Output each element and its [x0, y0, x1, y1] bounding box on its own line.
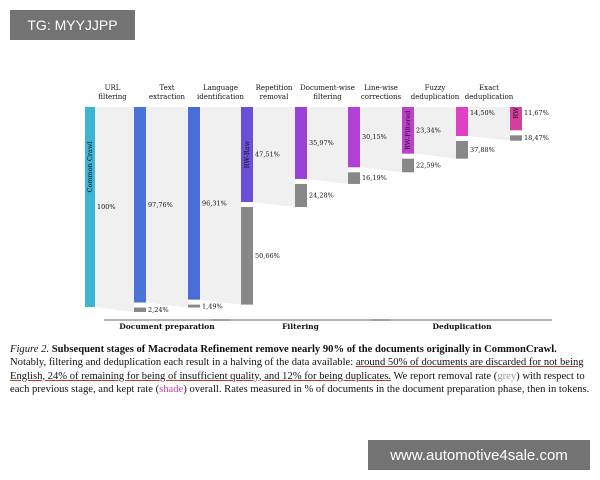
- removed-label: 2,24%: [148, 306, 169, 314]
- kept-label: 11,67%: [524, 109, 549, 117]
- kept-label: 14,50%: [470, 109, 495, 117]
- caption-text: ) overall. Rates measured in % of docume…: [183, 383, 590, 395]
- kept-label: 35,97%: [309, 139, 334, 147]
- stage-header: Fuzzy deduplication: [411, 84, 460, 101]
- caption: Figure 2. Subsequent stages of Macrodata…: [10, 343, 592, 396]
- removed-bar: [295, 183, 307, 208]
- removed-bar: [241, 207, 253, 305]
- kept-bar: [402, 107, 414, 154]
- stage-header: Language identification: [197, 84, 244, 101]
- caption-text: We report removal rate (: [391, 370, 498, 382]
- caption-title: Subsequent stages of Macrodata Refinemen…: [49, 344, 557, 355]
- removed-label: 16,19%: [362, 174, 387, 182]
- kept-bar: [456, 107, 468, 136]
- kept-label: 23,34%: [416, 126, 441, 134]
- removed-label: 22,59%: [416, 161, 441, 169]
- caption-highlight: around 50% of documents are discarded fo…: [10, 357, 584, 382]
- caption-keyword: grey: [497, 370, 517, 382]
- stage-header: Text extraction: [149, 84, 186, 101]
- flow: [95, 107, 134, 312]
- kept-bar: [510, 107, 522, 131]
- bar-name: RW-Raw: [243, 140, 251, 168]
- kept-label: 96,31%: [202, 199, 227, 207]
- bar-name: Common Crawl: [86, 142, 94, 193]
- kept-bar: [241, 107, 253, 203]
- watermark: TG: MYYJJPP: [10, 10, 135, 40]
- flow: [468, 107, 510, 141]
- removed-label: 18,47%: [524, 134, 549, 142]
- kept-bar: [295, 107, 307, 179]
- kept-label: 97,76%: [148, 201, 173, 209]
- flow: [307, 107, 348, 184]
- group-label: Deduplication: [432, 322, 492, 331]
- figure: 100% Common Crawl 97,76% 2,24% 96,31% 1,49% 47…: [85, 84, 552, 331]
- stage-header: URL filtering: [98, 84, 127, 101]
- caption-keyword: shade: [159, 383, 184, 395]
- flow: [146, 107, 188, 308]
- removed-bar: [348, 172, 360, 184]
- flow: [253, 107, 295, 208]
- kept-label: 47,51%: [255, 151, 280, 159]
- flow: [200, 107, 241, 305]
- removed-bar: [188, 304, 200, 308]
- removed-label: 1,49%: [202, 303, 223, 311]
- caption-label: Figure 2.: [10, 344, 50, 355]
- flow: [414, 107, 456, 159]
- stage-header: Exact deduplication: [465, 84, 514, 101]
- stage-header: Line-wise corrections: [361, 84, 402, 101]
- kept-bar: [348, 107, 360, 168]
- watermark: www.automotive4sale.com: [368, 440, 590, 470]
- removed-label: 50,66%: [255, 252, 280, 260]
- stage-header: Repetition removal: [256, 84, 293, 101]
- kept-bar: [85, 107, 95, 307]
- kept-bar: [134, 107, 146, 303]
- flow: [360, 107, 402, 173]
- stage-header: Document-wise filtering: [300, 84, 355, 101]
- caption-text: Notably, filtering and deduplication eac…: [10, 357, 356, 369]
- caption-text: ) with respect to each previous stage, a…: [10, 370, 585, 395]
- removed-label: 24,28%: [309, 191, 334, 199]
- group-label: Document preparation: [119, 322, 215, 331]
- kept-label: 30,15%: [362, 133, 387, 141]
- kept-label: 100%: [97, 203, 116, 211]
- removed-bar: [402, 158, 414, 173]
- kept-bar: [188, 107, 200, 300]
- bar-name: RW-Filtered: [404, 111, 412, 150]
- removed-bar: [134, 307, 146, 312]
- group-label: Filtering: [282, 322, 320, 331]
- removed-bar: [456, 141, 468, 159]
- removed-label: 37,88%: [470, 146, 495, 154]
- bar-name: RW: [512, 107, 520, 119]
- removed-bar: [510, 135, 522, 141]
